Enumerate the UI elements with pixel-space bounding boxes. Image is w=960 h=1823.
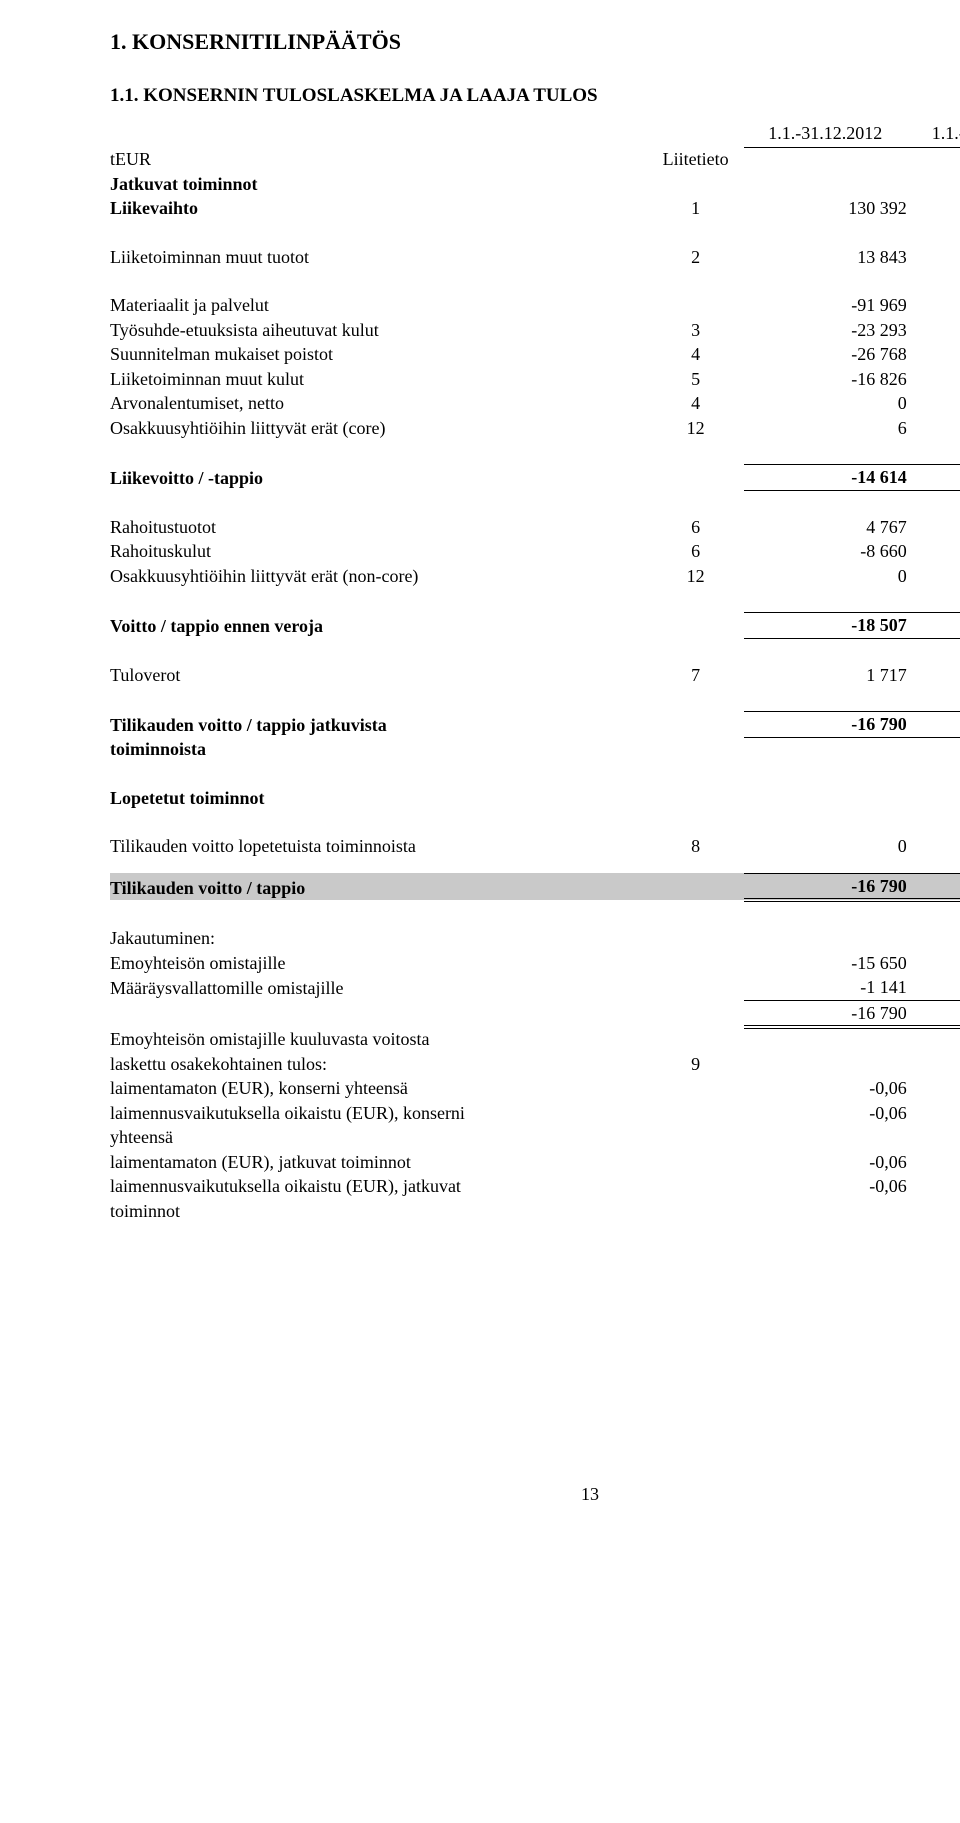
- row-liiketoiminnan-kulut: Liiketoiminnan muut kulut 5 -16 826 -19 …: [110, 367, 960, 392]
- row-lopetetut-voitto: Tilikauden voitto lopetetuista toiminnoi…: [110, 834, 960, 859]
- row-materiaalit: Materiaalit ja palvelut -91 969 -113 115: [110, 293, 960, 318]
- page-title: 1. KONSERNITILINPÄÄTÖS: [110, 28, 960, 56]
- row-laimentamaton-j: laimentamaton (EUR), jatkuvat toiminnot …: [110, 1150, 960, 1175]
- row-tuloverot: Tuloverot 7 1 717 7 081: [110, 663, 960, 688]
- row-laimennus-k-cont: yhteensä: [110, 1125, 960, 1150]
- row-liiketoiminnan-tuotot: Liiketoiminnan muut tuotot 2 13 843 1 17…: [110, 245, 960, 270]
- period-2: 1.1.-31.12.2011: [907, 121, 960, 147]
- row-rahoituskulut: Rahoituskulut 6 -8 660 -7 113: [110, 539, 960, 564]
- row-arvonalentumiset: Arvonalentumiset, netto 4 0 -15: [110, 391, 960, 416]
- heading-jatkuvat: Jatkuvat toiminnot: [110, 172, 960, 197]
- page-number: 13: [110, 1483, 960, 1506]
- income-statement-table: 1.1.-31.12.2012 1.1.-31.12.2011 tEUR Lii…: [110, 121, 960, 1223]
- row-suunnitelman: Suunnitelman mukaiset poistot 4 -26 768 …: [110, 342, 960, 367]
- row-osakkuus-core: Osakkuusyhtiöihin liittyvät erät (core) …: [110, 416, 960, 441]
- row-rahoitustuotot: Rahoitustuotot 6 4 767 7 943: [110, 515, 960, 540]
- row-voitto-ennen-veroja: Voitto / tappio ennen veroja -18 507 -25…: [110, 613, 960, 639]
- row-liikevoitto: Liikevoitto / -tappio -14 614 -26 464: [110, 465, 960, 491]
- header-teur: tEUR Liitetieto: [110, 147, 960, 172]
- period-1: 1.1.-31.12.2012: [744, 121, 907, 147]
- row-osakkuus-noncore: Osakkuusyhtiöihin liittyvät erät (non-co…: [110, 564, 960, 589]
- row-tilikauden-voitto: Tilikauden voitto / tappio -16 790 22 72…: [110, 873, 960, 900]
- row-emo: Emoyhteisön omistajille -15 650 23 664: [110, 951, 960, 976]
- row-emo-kuuluvasta-l1: Emoyhteisön omistajille kuuluvasta voito…: [110, 1027, 960, 1052]
- row-emo-kuuluvasta-l2: laskettu osakekohtainen tulos: 9: [110, 1052, 960, 1077]
- row-tilikauden-jatkuvista: Tilikauden voitto / tappio jatkuvista -1…: [110, 712, 960, 738]
- heading-jakautuminen: Jakautuminen:: [110, 926, 960, 951]
- section-title: 1.1. KONSERNIN TULOSLASKELMA JA LAAJA TU…: [110, 84, 960, 108]
- heading-lopetetut: Lopetetut toiminnot: [110, 786, 960, 811]
- row-tilikauden-jatkuvista-cont: toiminnoista: [110, 737, 960, 762]
- header-periods: 1.1.-31.12.2012 1.1.-31.12.2011: [110, 121, 960, 147]
- row-laimennus-j-cont: toiminnot: [110, 1199, 960, 1224]
- row-jakautuminen-sum: -16 790 22 729: [110, 1000, 960, 1027]
- row-laimennus-j: laimennusvaikutuksella oikaistu (EUR), j…: [110, 1174, 960, 1199]
- row-laimennus-k: laimennusvaikutuksella oikaistu (EUR), k…: [110, 1101, 960, 1126]
- row-laimentamaton-k: laimentamaton (EUR), konserni yhteensä -…: [110, 1076, 960, 1101]
- row-tyosuhde: Työsuhde-etuuksista aiheutuvat kulut 3 -…: [110, 318, 960, 343]
- row-liikevaihto: Liikevaihto 1 130 392 159 087: [110, 196, 960, 221]
- row-maarays: Määräysvallattomille omistajille -1 141 …: [110, 975, 960, 1000]
